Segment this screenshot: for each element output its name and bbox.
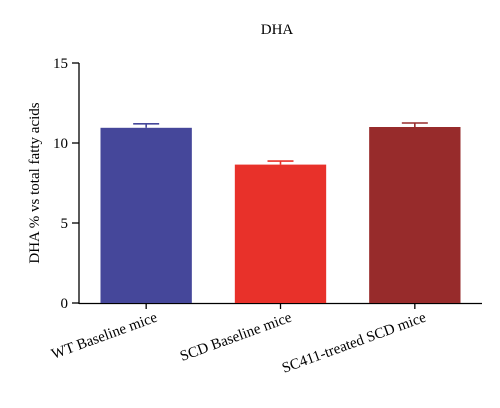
bar xyxy=(234,164,327,303)
bars xyxy=(100,122,461,303)
y-tick-label: 15 xyxy=(53,56,68,72)
x-ticks: WT Baseline mice SCD Baseline miceSC411-t… xyxy=(49,303,429,377)
y-tick-label: 10 xyxy=(53,136,68,152)
y-tick-label: 5 xyxy=(61,216,69,232)
bar xyxy=(100,127,192,303)
x-tick-label: WT Baseline mice xyxy=(49,310,159,363)
x-tick-label: SCD Baseline mice xyxy=(178,310,294,365)
y-tick-label: 0 xyxy=(61,296,69,312)
y-ticks: 0 5 10 15 xyxy=(53,56,79,312)
chart-title: DHA xyxy=(261,22,294,38)
bar xyxy=(369,127,461,303)
x-tick-label: SC411-treated SCD mice xyxy=(280,310,429,377)
y-axis-label: DHA % vs total fatty acids xyxy=(27,102,43,263)
